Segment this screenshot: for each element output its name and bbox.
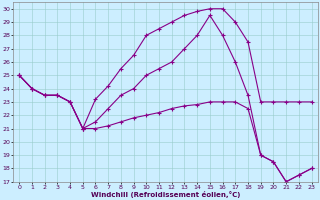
X-axis label: Windchill (Refroidissement éolien,°C): Windchill (Refroidissement éolien,°C): [91, 191, 240, 198]
